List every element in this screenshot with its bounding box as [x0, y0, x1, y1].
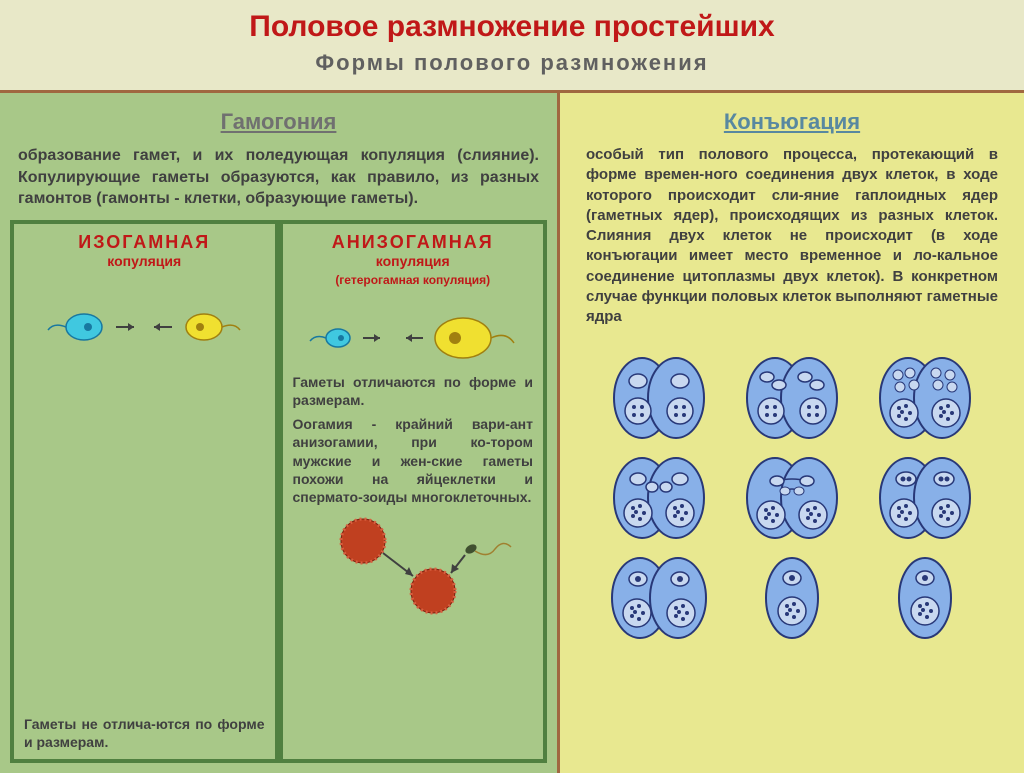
conj-stage-6: [863, 453, 986, 543]
isogamy-box: ИЗОГАМНАЯ копуляция: [10, 220, 279, 763]
header: Половое размножение простейших Формы пол…: [0, 0, 1024, 93]
anisogamy-title: АНИЗОГАМНАЯ: [293, 232, 534, 253]
conj-stage-3: [863, 353, 986, 443]
anisogamy-subtitle: копуляция: [293, 253, 534, 269]
anisogamy-text1: Гаметы отличаются по форме и размерам.: [293, 373, 534, 409]
conj-stage-1: [598, 353, 721, 443]
isogamy-subtitle: копуляция: [24, 253, 265, 269]
oogamy-diagram: [293, 516, 534, 616]
conj-stage-8: [731, 553, 854, 643]
conjugation-grid: [578, 353, 1006, 643]
conjugation-title: Конъюгация: [578, 109, 1006, 135]
conjugation-panel: Конъюгация особый тип полового процесса,…: [560, 93, 1024, 773]
gamogony-panel: Гамогония образование гамет, и их поледу…: [0, 93, 560, 773]
conj-stage-7: [598, 553, 721, 643]
anisogamy-box: АНИЗОГАМНАЯ копуляция (гетерогамная копу…: [279, 220, 548, 763]
main-title: Половое размножение простейших: [0, 10, 1024, 44]
anisogamy-diagram: [293, 313, 534, 363]
conj-stage-2: [731, 353, 854, 443]
subtitle: Формы полового размножения: [0, 50, 1024, 76]
conj-stage-5: [731, 453, 854, 543]
isogamy-title: ИЗОГАМНАЯ: [24, 232, 265, 253]
conj-stage-9: [863, 553, 986, 643]
conjugation-description: особый тип полового процесса, протекающи…: [578, 145, 1006, 337]
gamogony-title: Гамогония: [10, 109, 547, 135]
anisogamy-text2: Оогамия - крайний вари-ант анизогамии, п…: [293, 415, 534, 506]
conj-stage-4: [598, 453, 721, 543]
copulation-boxes: ИЗОГАМНАЯ копуляция: [10, 220, 547, 763]
content-area: Гамогония образование гамет, и их поледу…: [0, 93, 1024, 773]
anisogamy-subtitle2: (гетерогамная копуляция): [293, 273, 534, 287]
isogamy-diagram: [24, 297, 265, 357]
isogamy-text: Гаметы не отлича-ются по форме и размера…: [24, 715, 265, 751]
gamogony-description: образование гамет, и их поледующая копул…: [10, 145, 547, 220]
